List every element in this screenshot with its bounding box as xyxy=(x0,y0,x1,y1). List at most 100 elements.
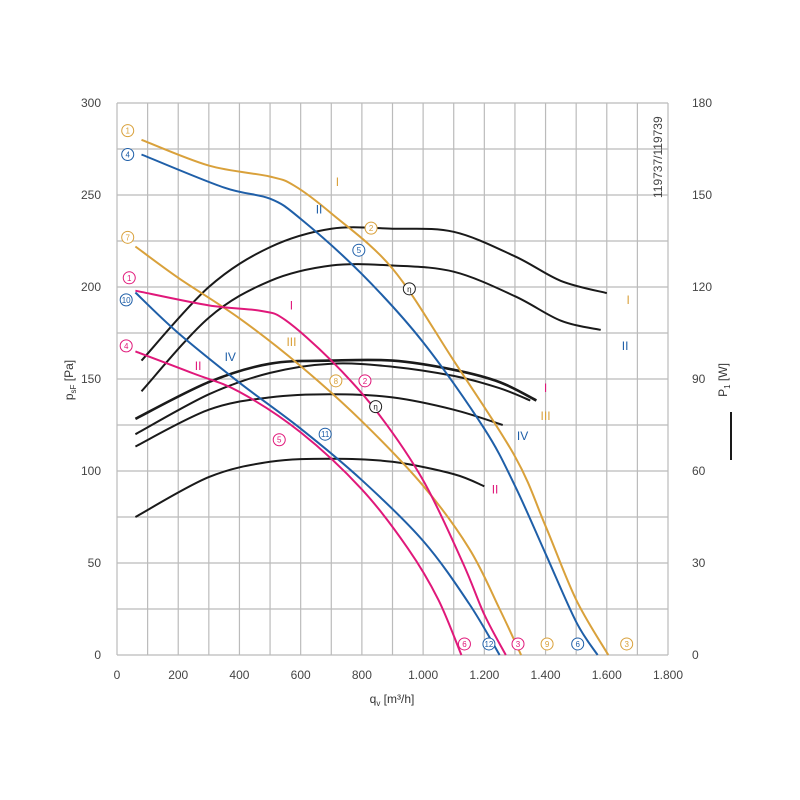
curve-marker: η xyxy=(402,282,416,296)
chart-code-label: 119737/119739 xyxy=(651,116,665,198)
y-right-tick-label: 150 xyxy=(692,188,712,202)
x-axis-title-subscript: v xyxy=(376,699,380,708)
curve-roman-label: II xyxy=(492,482,499,496)
curve-marker-ring xyxy=(119,293,133,307)
curve-marker-ring xyxy=(121,124,135,138)
y-right-tick-label: 30 xyxy=(692,556,706,570)
y-left-axis-title-subscript: sF xyxy=(69,384,78,393)
curve-marker: 2 xyxy=(364,221,378,235)
curve-marker: 2 xyxy=(358,374,372,388)
curve-marker-ring xyxy=(329,374,343,388)
curve-marker-label: 6 xyxy=(462,640,467,649)
curve-marker: 4 xyxy=(119,339,133,353)
y-right-tick-label: 60 xyxy=(692,464,706,478)
curve-marker-label: 1 xyxy=(127,274,132,283)
curve-marker-label: 3 xyxy=(516,640,521,649)
y-left-axis-title-unit: [Pa] xyxy=(62,360,76,385)
y-right-tick-label: 180 xyxy=(692,96,712,110)
x-tick-label: 200 xyxy=(168,668,188,682)
curve-marker: 8 xyxy=(329,374,343,388)
curve-marker-ring xyxy=(540,637,554,651)
pressure-curve-magenta-i xyxy=(135,289,507,656)
y-left-tick-label: 250 xyxy=(81,188,101,202)
curve-marker: 4 xyxy=(121,148,135,162)
curve-roman-label: I xyxy=(544,381,547,395)
curve-marker-label: 5 xyxy=(277,436,282,445)
curve-roman-label: I xyxy=(627,293,630,307)
curve-marker: η xyxy=(369,400,383,414)
curve-marker-ring xyxy=(511,637,525,651)
curve-roman-label: IV xyxy=(225,350,236,364)
curve-marker: 9 xyxy=(540,637,554,651)
curve-marker-ring xyxy=(121,148,135,162)
x-tick-label: 600 xyxy=(291,668,311,682)
curve-marker-ring xyxy=(358,374,372,388)
y-left-axis-title-symbol: p xyxy=(62,393,76,400)
curve-marker-ring xyxy=(121,230,135,244)
curve-marker-ring xyxy=(571,637,585,651)
y-right-axis-title-symbol: P xyxy=(716,389,730,397)
curve-marker-label: 6 xyxy=(575,640,580,649)
power-curve-iii xyxy=(134,362,531,436)
curve-marker-ring xyxy=(318,427,332,441)
curve-marker-label: η xyxy=(373,403,377,412)
power-curve-i xyxy=(140,226,608,362)
curve-marker-label: 9 xyxy=(545,640,550,649)
curve-marker-label: 12 xyxy=(484,640,493,649)
curve-marker-label: 4 xyxy=(124,342,129,351)
y-right-tick-label: 120 xyxy=(692,280,712,294)
curve-marker-ring xyxy=(352,243,366,257)
curve-roman-label: I xyxy=(290,298,293,312)
power-curve-i xyxy=(134,358,537,421)
grid-lines xyxy=(116,102,669,656)
x-tick-label: 800 xyxy=(352,668,372,682)
x-axis-title-unit: [m³/h] xyxy=(380,692,414,706)
curve-marker-label: 3 xyxy=(624,640,629,649)
curve-marker-label: 10 xyxy=(122,296,131,305)
curve-marker: 5 xyxy=(352,243,366,257)
pressure-curve-blue-iv xyxy=(134,291,501,656)
curve-marker: 5 xyxy=(272,433,286,447)
curve-marker-ring xyxy=(482,637,496,651)
pressure-curve-magenta-ii xyxy=(135,350,463,656)
axis-ticks: 0 200 400 600 800 1.000 1.200 1.400 1.600 1.80005… xyxy=(81,96,712,682)
x-tick-label: 1.200 xyxy=(469,668,499,682)
x-tick-label: 1.400 xyxy=(531,668,561,682)
power-curve-ii xyxy=(134,457,485,518)
curve-marker: 6 xyxy=(571,637,585,651)
y-right-tick-label: 90 xyxy=(692,372,706,386)
curve-marker-label: 11 xyxy=(321,430,330,439)
curve-roman-label: III xyxy=(286,335,296,349)
curve-marker-ring xyxy=(620,637,634,651)
curve-marker-ring xyxy=(122,271,136,285)
x-tick-label: 1.000 xyxy=(408,668,438,682)
curve-marker-label: 8 xyxy=(334,377,339,386)
y-right-axis-title-unit: [W] xyxy=(716,363,730,384)
curve-marker: 3 xyxy=(620,637,634,651)
y-right-axis-title: P1 [W] xyxy=(716,363,732,397)
curve-marker-label: 2 xyxy=(363,377,368,386)
curve-lines xyxy=(134,138,610,656)
x-tick-label: 0 xyxy=(114,668,121,682)
curve-marker-label: 4 xyxy=(125,151,130,160)
power-curve-iv xyxy=(134,393,504,448)
x-axis-title-symbol: q xyxy=(370,692,377,706)
curve-marker-label: η xyxy=(407,285,411,294)
y-left-tick-label: 150 xyxy=(81,372,101,386)
y-left-axis-title: psF [Pa] xyxy=(62,360,78,400)
y-left-tick-label: 200 xyxy=(81,280,101,294)
curve-marker-ring xyxy=(369,400,383,414)
curve-marker-ring xyxy=(119,339,133,353)
curve-marker: 3 xyxy=(511,637,525,651)
curve-marker-label: 2 xyxy=(369,224,374,233)
y-left-tick-label: 300 xyxy=(81,96,101,110)
curve-marker: 1 xyxy=(122,271,136,285)
curve-roman-label: I xyxy=(336,175,339,189)
curve-marker-label: 5 xyxy=(357,246,362,255)
x-tick-label: 1.600 xyxy=(592,668,622,682)
curve-roman-label: II xyxy=(622,339,629,353)
x-axis-title: qv [m³/h] xyxy=(370,692,415,708)
curve-marker-ring xyxy=(402,282,416,296)
curve-marker: 11 xyxy=(318,427,332,441)
